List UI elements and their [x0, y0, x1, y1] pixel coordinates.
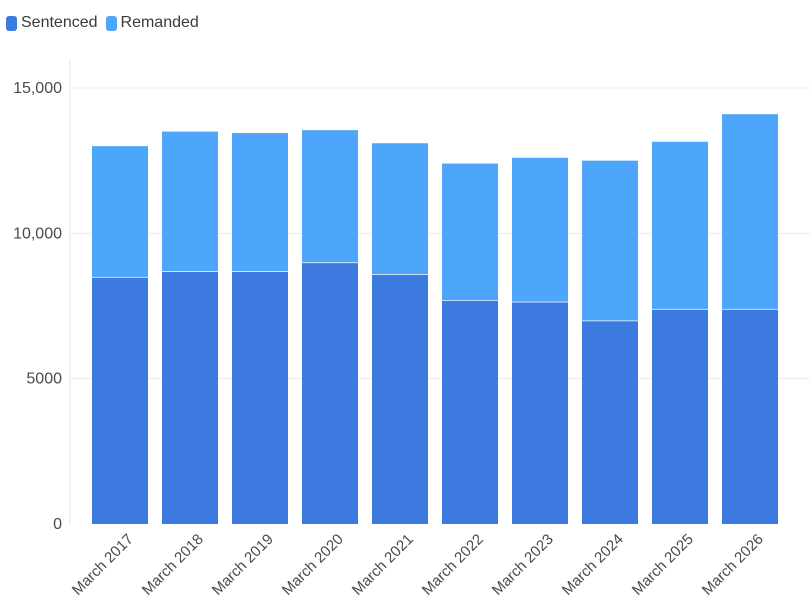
x-tick-label-3: March 2020 — [279, 531, 347, 599]
bar-remanded-1 — [162, 131, 218, 272]
x-tick-label-1: March 2018 — [139, 531, 207, 599]
bar-sentenced-5 — [442, 300, 498, 524]
bar-remanded-5 — [442, 163, 498, 301]
x-tick-label-9: March 2026 — [699, 531, 767, 599]
x-tick-label-7: March 2024 — [559, 531, 627, 599]
y-tick-label-1: 5000 — [26, 371, 62, 388]
legend-label-sentenced: Sentenced — [21, 14, 98, 31]
legend-item-remanded: Remanded — [105, 14, 199, 32]
bar-remanded-6 — [512, 157, 568, 302]
legend-label-remanded: Remanded — [120, 14, 199, 31]
bar-sentenced-9 — [722, 308, 778, 524]
bar-remanded-7 — [582, 160, 638, 321]
bar-sentenced-0 — [92, 276, 148, 524]
bar-remanded-9 — [722, 114, 778, 309]
x-tick-label-4: March 2021 — [349, 531, 417, 599]
bar-remanded-3 — [302, 130, 358, 263]
bar-remanded-8 — [652, 141, 708, 309]
legend-swatch-remanded — [105, 15, 117, 31]
bar-sentenced-1 — [162, 271, 218, 524]
bar-sentenced-2 — [232, 271, 288, 524]
bar-sentenced-7 — [582, 320, 638, 524]
x-tick-label-0: March 2017 — [69, 531, 137, 599]
bar-remanded-4 — [372, 143, 428, 275]
legend-item-sentenced: Sentenced — [6, 14, 98, 32]
y-tick-label-0: 0 — [53, 516, 62, 533]
x-tick-label-2: March 2019 — [209, 531, 277, 599]
bar-remanded-0 — [92, 146, 148, 277]
bar-remanded-2 — [232, 133, 288, 272]
bar-sentenced-4 — [372, 274, 428, 524]
bar-sentenced-3 — [302, 262, 358, 524]
legend: Sentenced Remanded — [6, 14, 199, 32]
bar-sentenced-8 — [652, 308, 708, 524]
y-tick-label-3: 15,000 — [13, 80, 62, 97]
y-tick-label-2: 10,000 — [13, 225, 62, 242]
bar-sentenced-6 — [512, 301, 568, 524]
x-tick-label-6: March 2023 — [489, 531, 557, 599]
legend-swatch-sentenced — [6, 15, 17, 31]
x-tick-label-5: March 2022 — [419, 531, 487, 599]
x-tick-label-8: March 2025 — [629, 531, 697, 599]
